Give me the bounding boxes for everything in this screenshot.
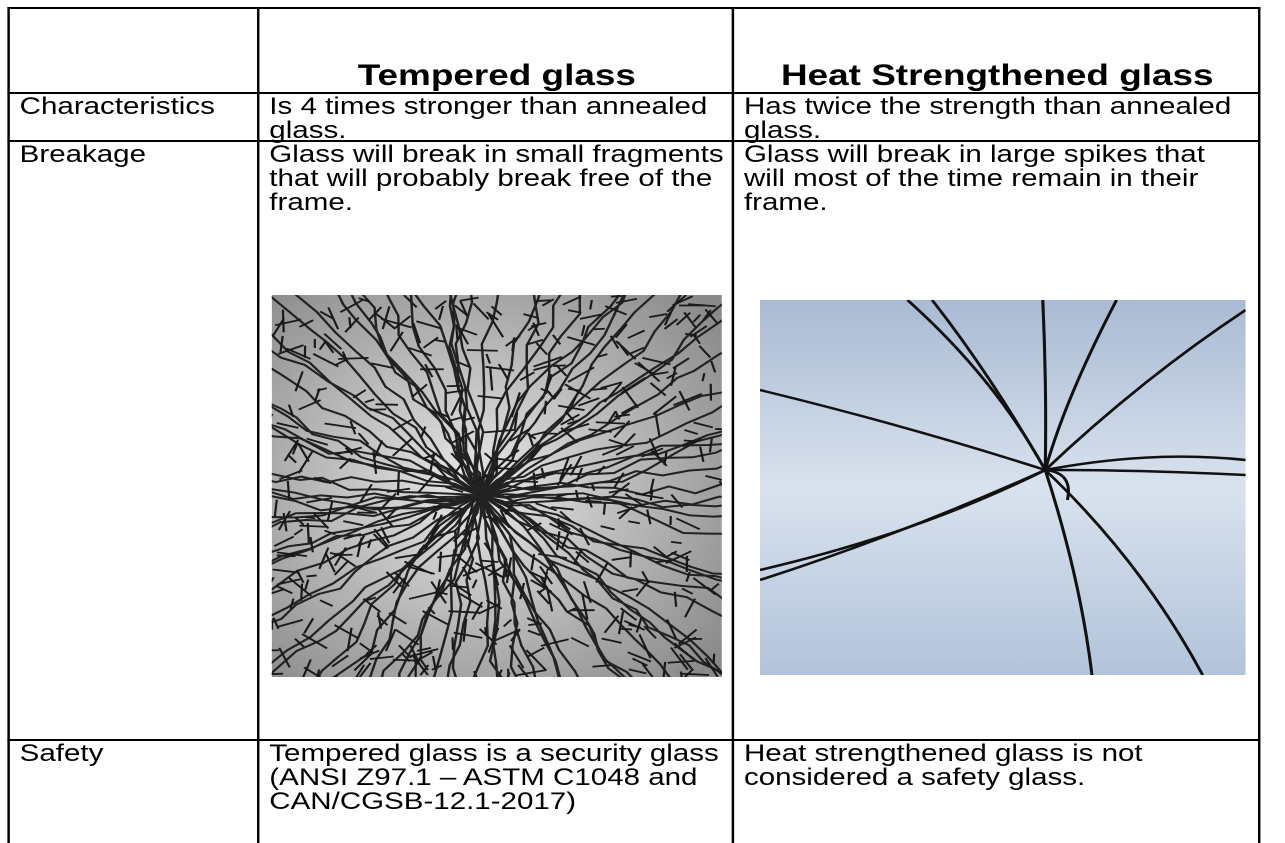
crack [349, 317, 350, 328]
crack [306, 575, 316, 576]
border [7, 7, 9, 843]
crack [545, 401, 546, 415]
crack [288, 481, 289, 499]
crack [553, 365, 566, 366]
crack [714, 654, 715, 664]
table: Tempered glass Heat Strengthened glass C… [0, 0, 1285, 843]
border [1258, 7, 1260, 843]
crack [675, 592, 676, 607]
crack [447, 386, 462, 387]
page: Tempered glass Heat Strengthened glass C… [0, 0, 1285, 843]
crack [369, 409, 386, 410]
row-label: Characteristics [10, 94, 257, 119]
tempered-glass-image [272, 295, 722, 677]
crack [376, 404, 398, 405]
crack [671, 542, 682, 543]
crack [338, 358, 368, 359]
crack [485, 627, 486, 636]
crack [277, 555, 296, 556]
crack [272, 674, 283, 675]
crack [611, 296, 621, 297]
cell: Has twice the strength than annealed gla… [734, 94, 1258, 143]
crack [630, 550, 631, 567]
crack [299, 526, 328, 527]
cell: Tempered glass is a security glass (ANSI… [259, 741, 731, 814]
crack [467, 350, 498, 351]
crack [621, 629, 632, 630]
cell: Heat strengthened glass is not considere… [734, 741, 1258, 790]
crack [308, 523, 309, 543]
crack [715, 429, 722, 430]
crack [536, 300, 551, 301]
heat-strengthened-glass-image [760, 300, 1246, 675]
crack [398, 472, 399, 496]
column-header: Tempered glass [259, 9, 731, 92]
crack [534, 473, 536, 489]
crack [305, 517, 315, 518]
row-label: Breakage [10, 142, 257, 167]
crack [585, 501, 601, 502]
column-header: Heat Strengthened glass [734, 9, 1258, 92]
cell: Glass will break in small fragments that… [259, 142, 731, 215]
cell: Glass will break in large spikes that wi… [734, 142, 1258, 215]
row-label: Safety [10, 741, 257, 766]
cell: Is 4 times stronger than annealed glass. [259, 94, 731, 143]
crack [301, 584, 302, 601]
crack [594, 329, 605, 330]
crack [604, 502, 605, 514]
crack [440, 552, 442, 572]
crack [393, 660, 415, 661]
crack [508, 669, 509, 677]
